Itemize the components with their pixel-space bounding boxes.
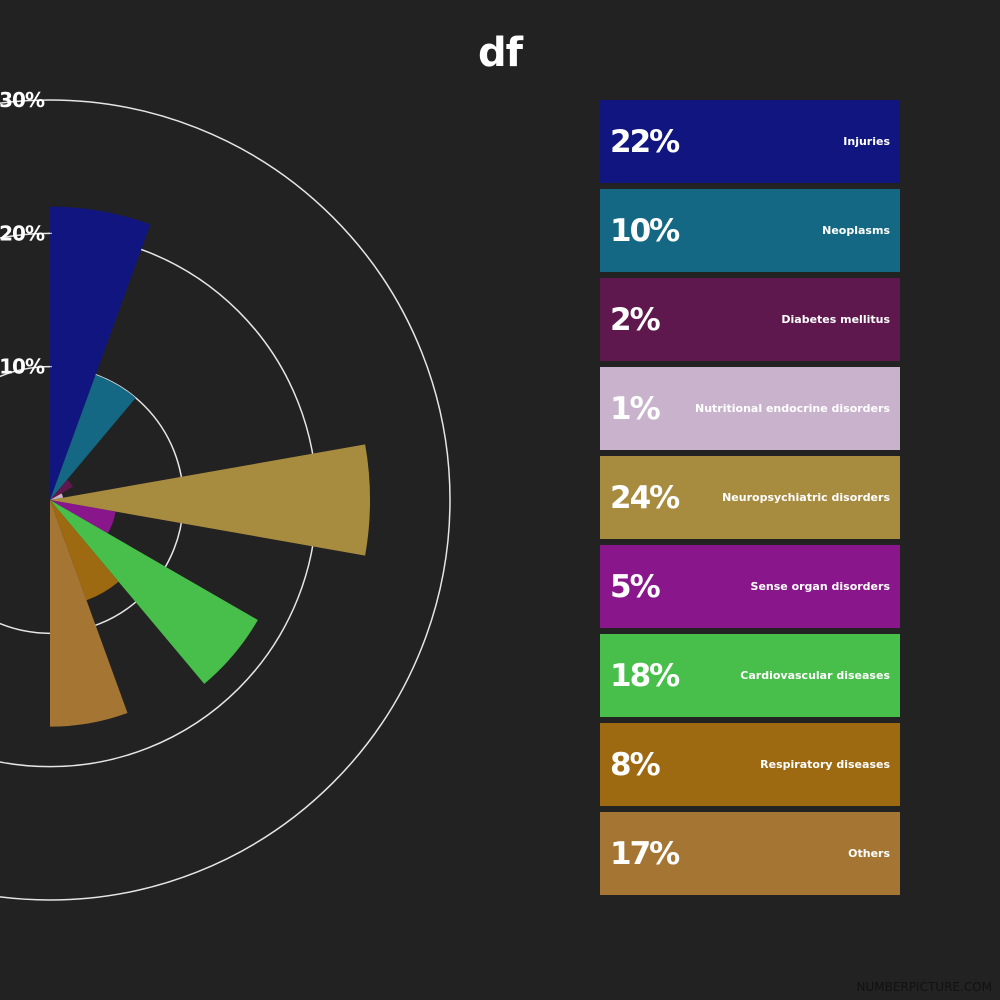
wedge-injuries <box>50 206 151 501</box>
legend-percent: 24% <box>610 479 680 516</box>
legend: 22% Injuries 10% Neoplasms 2% Diabetes mellit… <box>600 100 900 901</box>
legend-percent: 2% <box>610 301 661 338</box>
wedge-sense-organ-disorders <box>50 500 116 534</box>
legend-label: Respiratory diseases <box>760 758 890 771</box>
legend-label: Sense organ disorders <box>750 580 890 593</box>
legend-label: Others <box>848 847 890 860</box>
wedge-neuropsychiatric-disorders <box>50 444 371 556</box>
legend-item-cardiovascular-diseases: 18% Cardiovascular diseases <box>600 634 900 717</box>
legend-item-others: 17% Others <box>600 812 900 895</box>
legend-percent: 10% <box>610 212 680 249</box>
legend-item-diabetes-mellitus: 2% Diabetes mellitus <box>600 278 900 361</box>
wedge-nutritional-endocrine-disorders <box>50 493 64 500</box>
radial-tick-label: 30% <box>0 88 45 112</box>
chart-title: df <box>477 30 523 76</box>
legend-percent: 1% <box>610 390 661 427</box>
wedge-diabetes-mellitus <box>50 479 74 500</box>
legend-label: Diabetes mellitus <box>781 313 890 326</box>
wedge-cardiovascular-diseases <box>50 500 258 684</box>
radial-tick-label: 10% <box>0 355 45 379</box>
legend-label: Neoplasms <box>822 224 890 237</box>
legend-percent: 8% <box>610 746 661 783</box>
wedge-others <box>50 500 128 727</box>
legend-percent: 17% <box>610 835 680 872</box>
radial-tick-labels: 10% 20% 30% <box>0 88 52 379</box>
legend-label: Cardiovascular diseases <box>740 669 890 682</box>
watermark: NUMBERPICTURE.COM <box>856 980 992 994</box>
legend-item-sense-organ-disorders: 5% Sense organ disorders <box>600 545 900 628</box>
legend-item-respiratory-diseases: 8% Respiratory diseases <box>600 723 900 806</box>
wedge-neoplasms <box>50 374 136 500</box>
legend-item-neuropsychiatric-disorders: 24% Neuropsychiatric disorders <box>600 456 900 539</box>
legend-percent: 5% <box>610 568 661 605</box>
legend-percent: 22% <box>610 123 680 160</box>
legend-item-injuries: 22% Injuries <box>600 100 900 183</box>
legend-label: Nutritional endocrine disorders <box>695 402 890 415</box>
legend-item-neoplasms: 10% Neoplasms <box>600 189 900 272</box>
wedges <box>50 206 371 727</box>
legend-label: Neuropsychiatric disorders <box>722 491 890 504</box>
legend-percent: 18% <box>610 657 680 694</box>
legend-label: Injuries <box>843 135 890 148</box>
radial-tick-label: 20% <box>0 221 45 245</box>
wedge-respiratory-diseases <box>50 500 119 601</box>
legend-item-nutritional-endocrine-disorders: 1% Nutritional endocrine disorders <box>600 367 900 450</box>
